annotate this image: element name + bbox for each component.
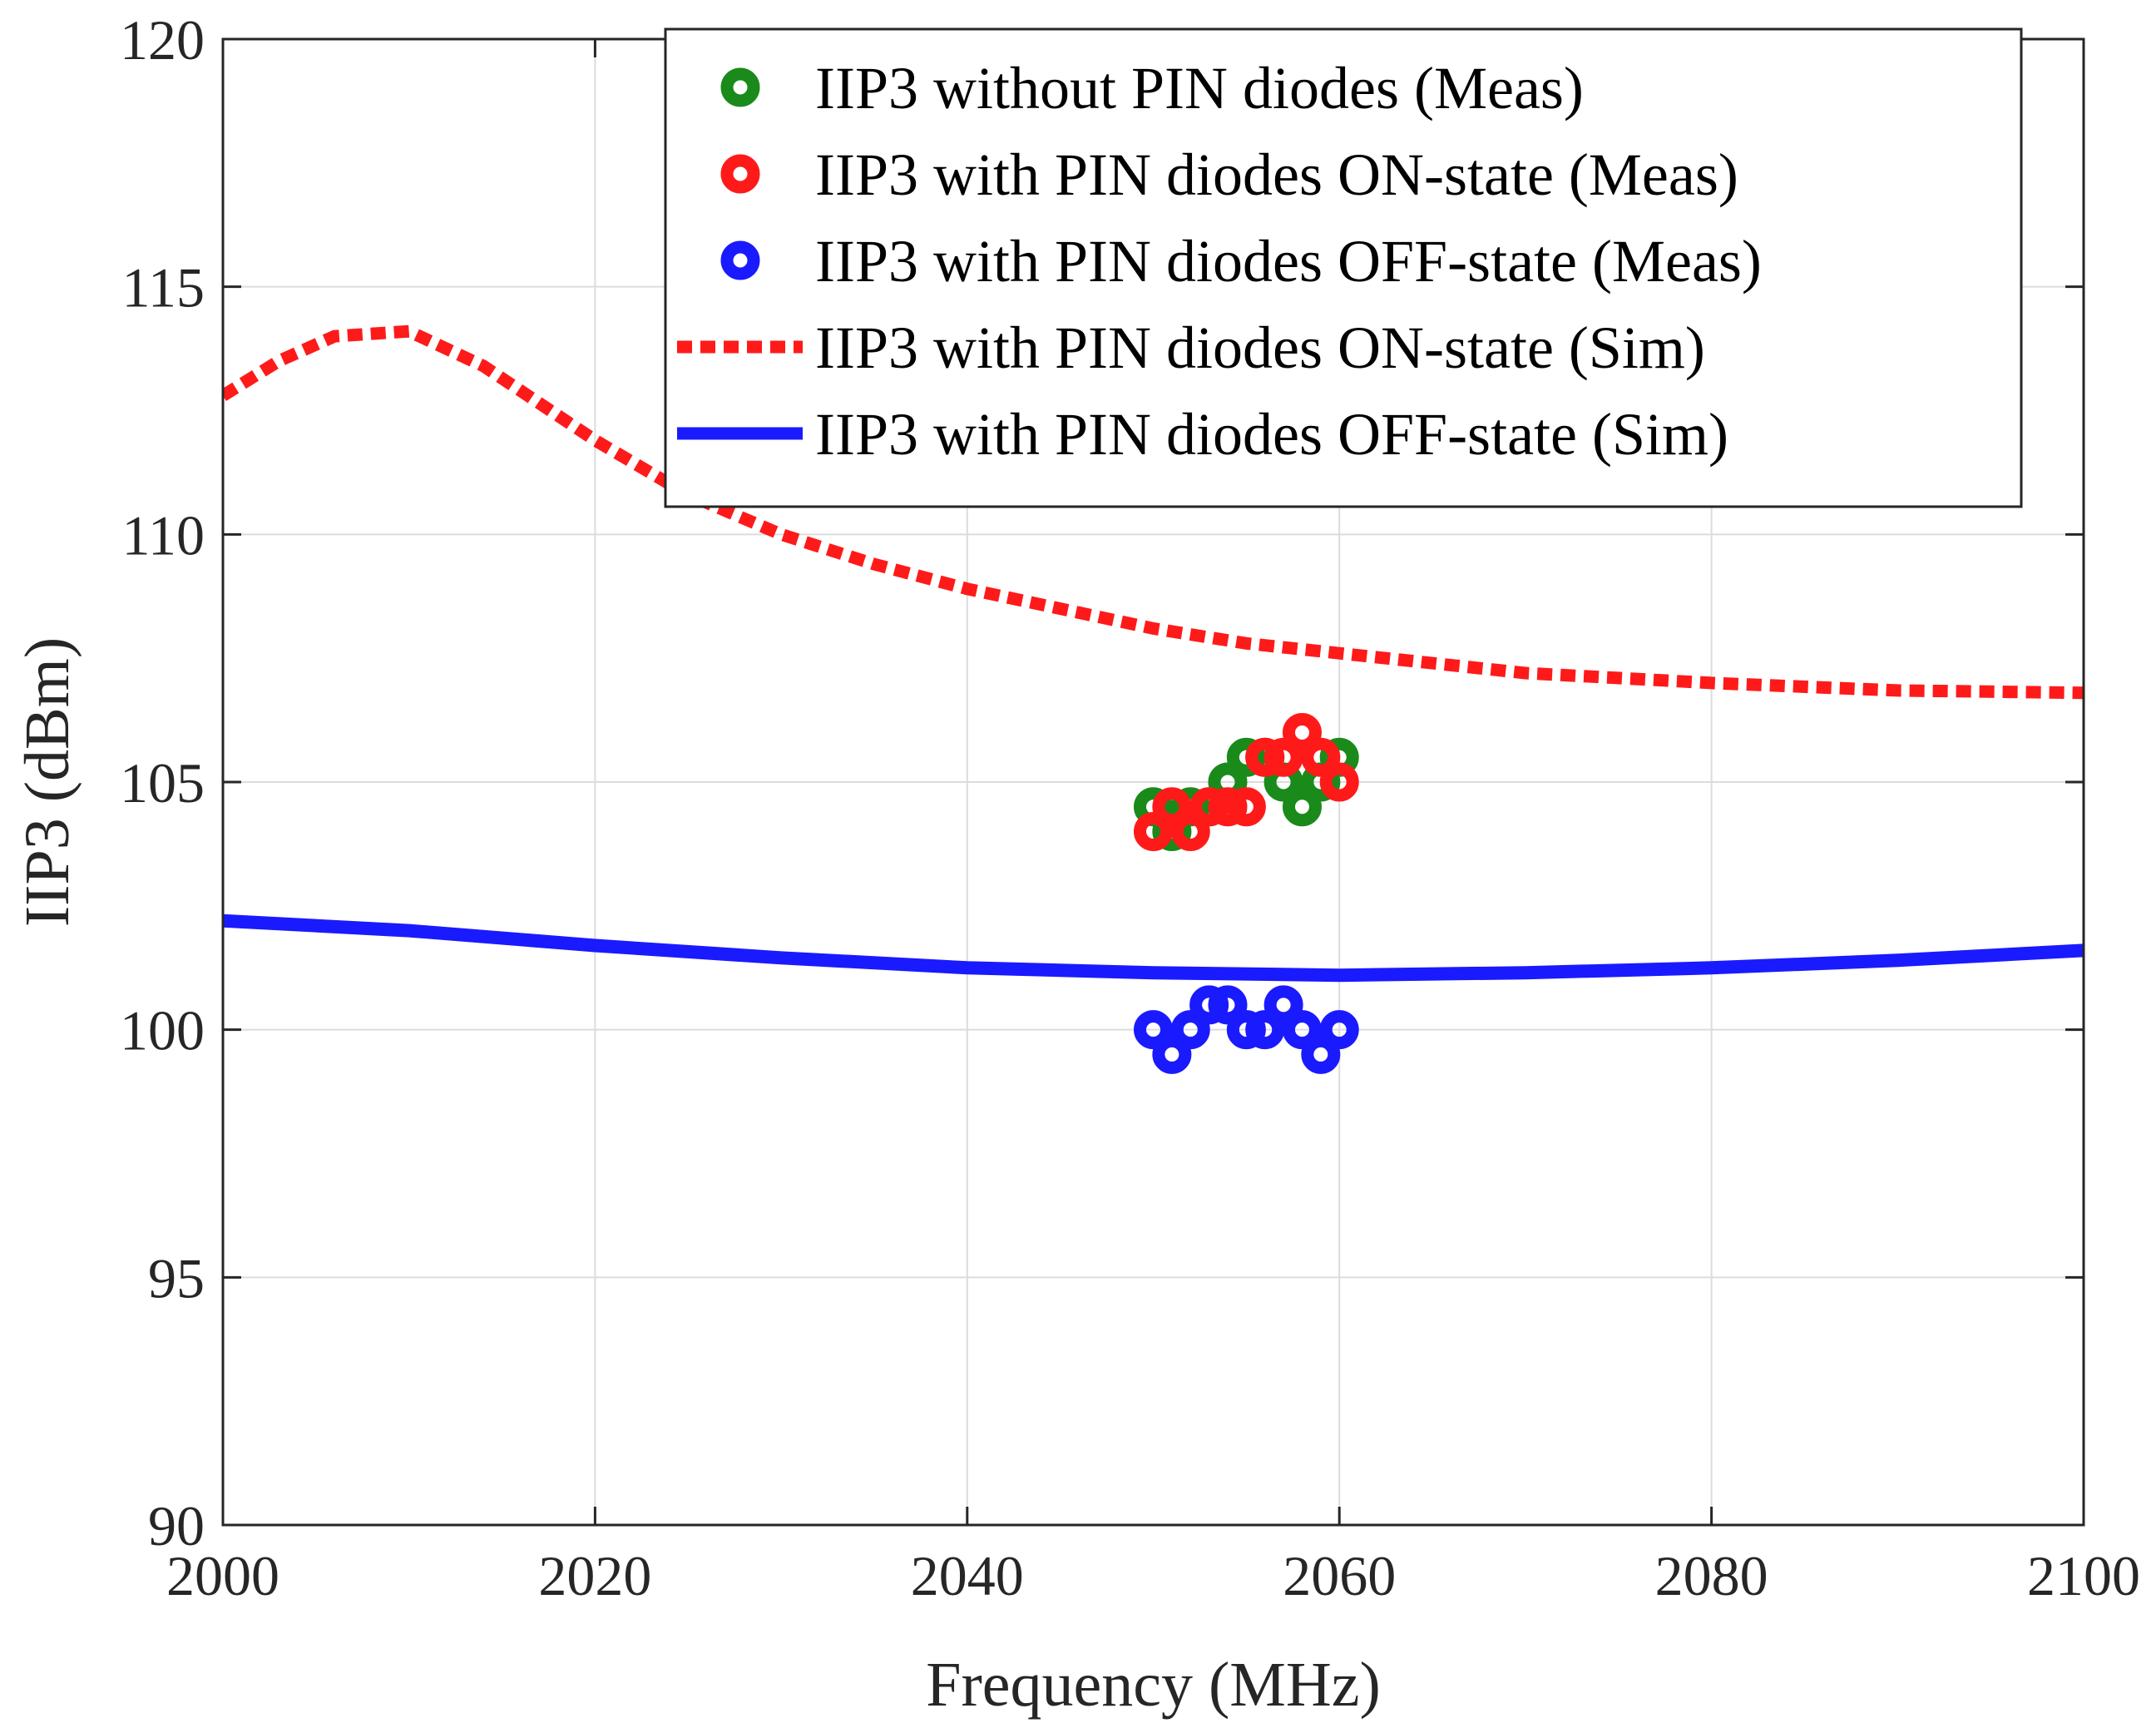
legend-marker: [720, 240, 760, 280]
meas-off-state-marker: [1170, 1010, 1210, 1050]
x-tick-label: 2020: [538, 1544, 651, 1607]
x-tick-label: 2040: [911, 1544, 1024, 1607]
meas-on-state-marker: [1208, 787, 1248, 827]
meas-without-pin-marker: [1226, 737, 1266, 777]
meas-on-state-marker: [1319, 762, 1359, 802]
meas-on-state-marker: [1189, 787, 1229, 827]
sim-on-state-line: [223, 324, 2084, 700]
meas-off-state-marker: [1263, 985, 1303, 1025]
meas-on-state-marker: [1245, 737, 1285, 777]
meas-off-state-marker: [1245, 1010, 1285, 1050]
legend-box: [664, 27, 2023, 508]
meas-without-pin-marker: [1282, 787, 1322, 827]
legend-marker: [720, 67, 760, 107]
meas-on-state-marker: [1170, 812, 1210, 852]
meas-on-state-marker: [1134, 812, 1173, 852]
x-tick-label: 2060: [1283, 1544, 1396, 1607]
meas-off-state-marker: [1134, 1010, 1173, 1050]
y-tick-label: 105: [120, 751, 205, 814]
meas-on-state-marker: [1263, 737, 1303, 777]
y-tick-label: 110: [122, 503, 205, 567]
x-tick-label: 2100: [2027, 1544, 2140, 1607]
y-tick-label: 90: [148, 1494, 205, 1557]
y-tick-label: 100: [120, 999, 205, 1062]
meas-on-state-marker: [1301, 737, 1341, 777]
legend-marker: [720, 154, 760, 194]
meas-off-state-marker: [1152, 1034, 1192, 1074]
legend-label: IIP3 without PIN diodes (Meas): [815, 55, 1584, 121]
meas-on-state-marker: [1226, 787, 1266, 827]
y-axis-label: IIP3 (dBm): [12, 637, 82, 927]
x-tick-label: 2000: [166, 1544, 279, 1607]
meas-on-state-marker: [1282, 712, 1322, 752]
meas-off-state-marker: [1226, 1010, 1266, 1050]
meas-off-state-marker: [1282, 1010, 1322, 1050]
y-tick-label: 95: [148, 1246, 205, 1310]
legend-label: IIP3 with PIN diodes ON-state (Meas): [815, 141, 1738, 208]
meas-off-state-marker: [1319, 1010, 1359, 1050]
legend-label: IIP3 with PIN diodes OFF-state (Meas): [815, 228, 1762, 295]
y-tick-label: 115: [122, 256, 205, 319]
y-tick-label: 120: [120, 8, 205, 72]
meas-on-state-marker: [1152, 787, 1192, 827]
legend: IIP3 without PIN diodes (Meas) IIP3 with …: [664, 27, 2023, 508]
x-axis-label: Frequency (MHz): [926, 1650, 1381, 1720]
sim-off-state-line: [223, 914, 2084, 983]
legend-label: IIP3 with PIN diodes ON-state (Sim): [815, 314, 1705, 381]
series-layer: [223, 324, 2084, 1074]
meas-off-state-marker: [1189, 985, 1229, 1025]
meas-off-state-marker: [1301, 1034, 1341, 1074]
legend-label: IIP3 with PIN diodes OFF-state (Sim): [815, 401, 1728, 468]
x-tick-label: 2080: [1655, 1544, 1768, 1607]
meas-off-state-marker: [1208, 985, 1248, 1025]
tick-labels: 2000 2020 2040 2060 2080 2100 90 95 100 105 110 115…: [120, 8, 2140, 1607]
